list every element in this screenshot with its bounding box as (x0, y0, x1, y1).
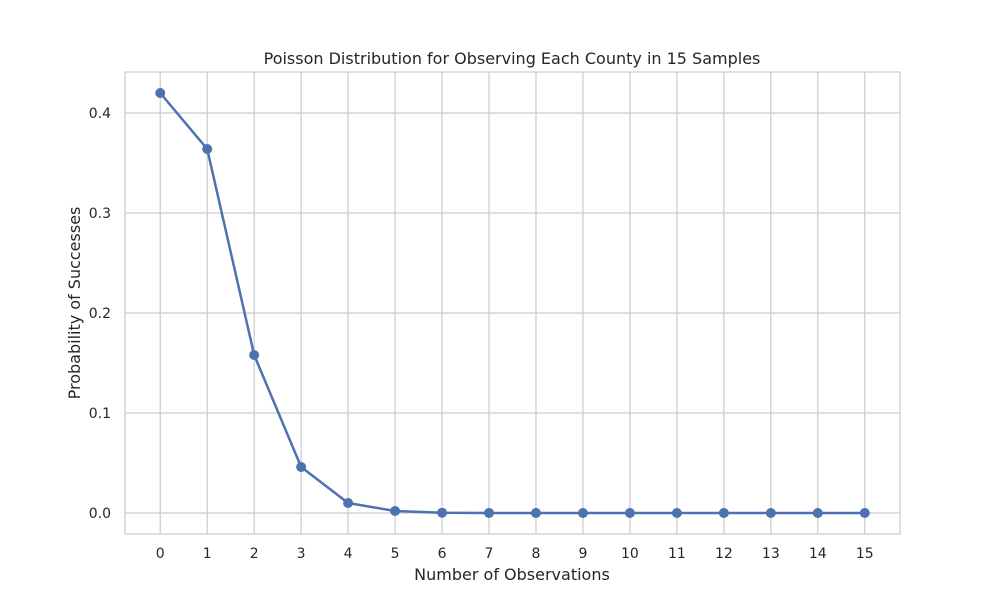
y-tick-label: 0.4 (89, 106, 111, 122)
x-tick-label: 14 (809, 546, 827, 562)
x-tick-label: 15 (856, 546, 874, 562)
data-point (390, 506, 401, 516)
x-tick-label: 9 (578, 546, 587, 562)
data-point (249, 350, 260, 360)
x-tick-label: 5 (391, 546, 400, 562)
x-axis-title: Number of Observations (414, 565, 610, 584)
x-tick-label: 11 (668, 546, 686, 562)
data-point (577, 507, 588, 518)
data-point (202, 144, 213, 154)
data-point (718, 508, 729, 518)
x-tick-label: 1 (203, 546, 212, 562)
data-point (155, 88, 166, 98)
x-tick-label: 4 (344, 546, 353, 562)
y-axis-ticks: 0.0 0.1 0.2 0.3 0.4 (89, 106, 111, 522)
data-point (530, 507, 541, 518)
x-tick-label: 3 (297, 546, 306, 562)
data-point (624, 508, 635, 518)
plot-area-frame (124, 71, 901, 535)
series-layer (155, 88, 870, 518)
data-point (343, 498, 354, 508)
x-tick-label: 7 (485, 546, 494, 562)
data-point (671, 508, 682, 518)
data-point (859, 508, 870, 518)
x-tick-label: 6 (438, 546, 447, 562)
x-axis-ticks: 0 1 2 3 4 5 6 7 8 9 10 11 12 13 14 15 (156, 546, 874, 562)
x-tick-label: 13 (762, 546, 780, 562)
data-point (437, 507, 448, 518)
y-axis-title: Probability of Successes (65, 207, 84, 400)
data-point (812, 508, 823, 518)
data-point (296, 462, 307, 472)
x-tick-label: 0 (156, 546, 165, 562)
chart-title: Poisson Distribution for Observing Each … (264, 49, 761, 68)
y-tick-label: 0.0 (89, 506, 111, 522)
series-line (159, 92, 865, 515)
data-point (765, 508, 776, 518)
y-tick-label: 0.3 (89, 206, 111, 222)
x-tick-label: 10 (621, 546, 639, 562)
x-tick-label: 8 (532, 546, 541, 562)
x-tick-label: 2 (250, 546, 259, 562)
y-tick-label: 0.2 (89, 306, 111, 322)
data-point (484, 507, 495, 518)
y-tick-label: 0.1 (89, 406, 111, 422)
x-tick-label: 12 (715, 546, 733, 562)
